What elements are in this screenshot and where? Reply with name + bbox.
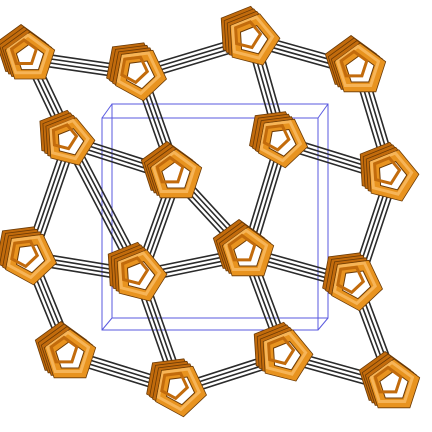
ring-inner-rim: [373, 365, 403, 394]
ring-inner-rim: [262, 123, 291, 152]
ring-highlight: [231, 15, 275, 60]
ring-inner-rim: [336, 265, 366, 295]
ring-highlight: [6, 235, 52, 280]
ring-highlight: [264, 331, 308, 376]
pentagon-ring-r4: [324, 35, 387, 93]
ring-inner-rim: [120, 55, 150, 85]
unit-cell-edge: [101, 317, 113, 331]
ring-inner-rim: [121, 256, 150, 286]
pentagon-ring-r15: [146, 358, 207, 418]
ring-inner-rim: [160, 371, 190, 401]
ring-highlight: [116, 51, 162, 96]
ring-highlight: [156, 367, 202, 412]
pentagon-ring-r3: [106, 42, 167, 102]
ring-inner-rim: [10, 239, 40, 269]
ring-inner-rim: [227, 233, 257, 262]
ring-highlight: [259, 120, 303, 163]
pentagon-ring-r14: [253, 321, 314, 382]
pentagon-ring-r5: [39, 109, 96, 166]
ring-highlight: [370, 151, 414, 196]
ring-highlight: [6, 33, 50, 75]
ring-inner-rim: [9, 38, 39, 65]
pentagon-ring-r16: [358, 351, 421, 409]
polyhedra-layer: [0, 5, 421, 418]
ring-highlight: [335, 44, 381, 87]
pentagon-ring-r2: [220, 5, 281, 66]
ring-highlight: [118, 251, 162, 296]
unit-cell-edge: [317, 317, 329, 331]
ring-highlight: [49, 118, 90, 161]
unit-cell: [101, 103, 329, 331]
ring-inner-rim: [49, 335, 79, 364]
pentagon-ring-r1: [0, 24, 56, 80]
pentagon-ring-r12: [322, 252, 383, 312]
ring-highlight: [223, 228, 269, 271]
pentagon-ring-r6: [249, 111, 309, 169]
ring-highlight: [45, 330, 91, 373]
ring-highlight: [332, 261, 378, 306]
ring-inner-rim: [267, 336, 296, 366]
ring-inner-rim: [155, 155, 185, 184]
pentagon-ring-r11: [107, 241, 168, 302]
ring-inner-rim: [373, 156, 402, 186]
ring-highlight: [151, 150, 197, 193]
ring-inner-rim: [234, 20, 263, 50]
unit-cell-edge: [101, 103, 113, 119]
pentagon-ring-r9: [0, 226, 57, 286]
pentagon-ring-r10: [212, 219, 275, 277]
pentagon-ring-r13: [34, 321, 97, 379]
ring-highlight: [369, 360, 415, 403]
pentagon-ring-r8: [359, 141, 420, 202]
pentagon-ring-r7: [140, 141, 203, 199]
ring-inner-rim: [339, 49, 369, 78]
unit-cell-edge: [317, 103, 329, 119]
ring-inner-rim: [51, 123, 79, 151]
